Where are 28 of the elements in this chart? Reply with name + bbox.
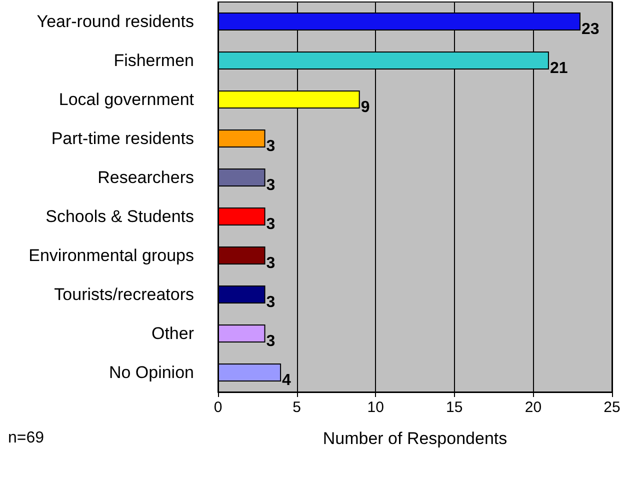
text: n=69 [8,430,44,446]
x-tick-label: 20 [524,399,542,416]
data-label: 3 [266,138,276,155]
data-label: 3 [266,333,276,350]
y-tick-label: Other [151,324,194,343]
data-label: 3 [266,294,276,311]
x-tick-label: 25 [604,399,620,416]
y-tick-label: Schools & Students [46,207,194,226]
data-label: 3 [266,177,276,194]
data-label: 9 [360,99,370,116]
x-axis-title: Number of Respondents [322,429,508,448]
y-tick-label: Researchers [98,168,194,187]
y-tick-label: Local government [58,90,194,109]
y-tick-label: Fishermen [114,51,194,70]
x-tick-label: 10 [367,399,384,416]
x-tick-label: 0 [214,399,222,416]
y-tick-label: Tourists/recreators [54,285,194,304]
data-label: 23 [581,21,600,38]
y-tick-label: Year-round residents [36,12,194,31]
x-tick-label: 15 [446,399,463,416]
data-label: 3 [266,255,276,272]
data-label: 21 [550,60,568,77]
data-label: 3 [266,216,276,233]
y-tick-label: Environmental groups [28,246,194,265]
data-label: 4 [282,372,292,389]
y-tick-label: Part-time residents [51,129,194,148]
x-tick-label: 5 [292,399,301,416]
y-tick-label: No Opinion [108,363,194,382]
